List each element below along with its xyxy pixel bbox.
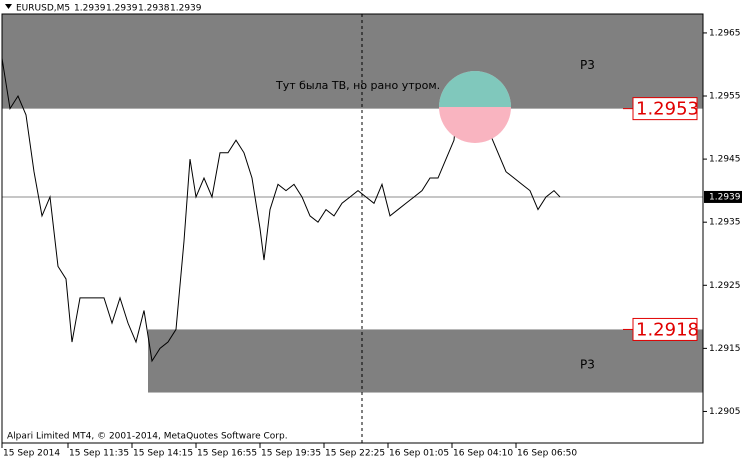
zone bbox=[2, 14, 703, 109]
zone-label: P3 bbox=[580, 58, 595, 72]
price-label-box bbox=[632, 317, 698, 341]
price-label: 1.2953 bbox=[636, 99, 699, 120]
x-tick-label: 16 Sep 04:10 bbox=[453, 449, 513, 459]
ohlc-value: 1.2939 bbox=[170, 4, 202, 14]
circle-top bbox=[439, 71, 511, 107]
x-tick-label: 15 Sep 19:35 bbox=[261, 449, 321, 459]
y-tick-label: 1.2925 bbox=[709, 281, 741, 291]
y-tick-label: 1.2965 bbox=[709, 28, 741, 38]
y-tick-label: 1.2935 bbox=[709, 218, 741, 228]
y-tick-label: 1.2955 bbox=[709, 92, 741, 102]
ohlc-value: 1.2939 bbox=[106, 4, 138, 14]
zones: P3 P3 bbox=[2, 14, 703, 393]
y-tick-label: 1.2905 bbox=[709, 407, 741, 417]
zone bbox=[148, 329, 703, 393]
zone-label: P3 bbox=[580, 357, 595, 371]
last-price-box bbox=[704, 190, 742, 203]
ohlc-value: 1.2939 bbox=[74, 4, 106, 14]
annotation: Тут была ТВ, но рано утром. bbox=[275, 79, 440, 92]
x-tick-label: 16 Sep 01:05 bbox=[389, 449, 449, 459]
y-tick-label: 1.2945 bbox=[709, 155, 741, 165]
y-tick-label: 1.2915 bbox=[709, 344, 741, 354]
x-tick-label: 15 Sep 22:25 bbox=[325, 449, 385, 459]
x-tick-label: 16 Sep 06:50 bbox=[517, 449, 577, 459]
menu-arrow[interactable] bbox=[5, 4, 12, 9]
ohlc-value: 1.2938 bbox=[138, 4, 170, 14]
x-tick-label: 15 Sep 11:35 bbox=[69, 449, 129, 459]
chart-title: EURUSD,M5 bbox=[16, 4, 70, 14]
price-label-box bbox=[632, 97, 698, 121]
x-tick-label: 15 Sep 16:55 bbox=[197, 449, 257, 459]
x-tick-label: 15 Sep 2014 bbox=[3, 449, 60, 459]
x-tick-label: 15 Sep 14:15 bbox=[133, 449, 193, 459]
price-label: 1.2918 bbox=[636, 319, 699, 340]
footer: Alpari Limited MT4, © 2001-2014, MetaQuo… bbox=[7, 432, 288, 442]
plot-frame bbox=[1, 13, 704, 444]
overlay: 1.2953 1.2918 bbox=[623, 97, 699, 341]
last-price-label: 1.2939 bbox=[709, 192, 741, 202]
